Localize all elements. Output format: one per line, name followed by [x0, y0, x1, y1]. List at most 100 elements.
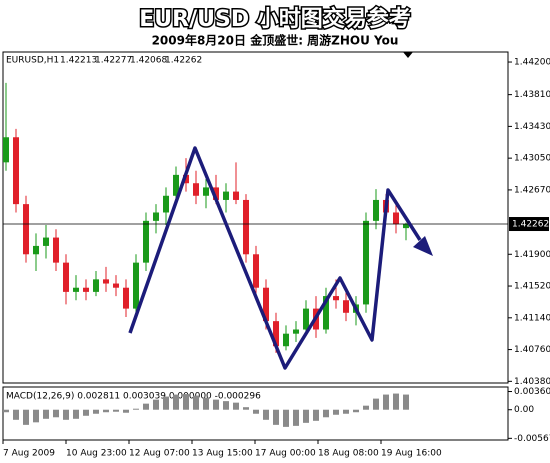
macd-bar — [223, 401, 229, 410]
macd-bar — [273, 409, 279, 425]
trend-annotation — [128, 146, 433, 370]
macd-bar — [363, 405, 369, 410]
macd-bar — [253, 409, 259, 414]
macd-y-tick-label: 0.00 — [514, 405, 534, 415]
y-tick-label: 1.43050 — [514, 154, 550, 164]
macd-bar — [353, 409, 359, 413]
candle-body — [233, 191, 239, 200]
candle-body — [93, 279, 99, 292]
plot: 1.44200 1.43810 1.43430 1.43050 1.42670 1.419… — [2, 58, 550, 459]
ohlc-high: 1.42277 — [95, 56, 132, 66]
arrow-head — [413, 236, 433, 256]
candle-body — [363, 220, 369, 305]
candle-body — [263, 287, 269, 322]
x-tick-label: 18 Aug 08:00 — [318, 449, 379, 459]
candle-body — [83, 287, 89, 292]
candle-body — [13, 137, 19, 205]
candle-body — [33, 245, 39, 255]
y-tick-label: 1.41520 — [514, 282, 550, 292]
macd-bar — [3, 409, 9, 413]
candle-body — [113, 283, 119, 288]
macd-bar — [293, 409, 299, 426]
candle-body — [373, 199, 379, 221]
macd-bar — [373, 398, 379, 410]
macd-bar — [143, 403, 149, 410]
macd-bar — [53, 409, 59, 418]
candle-body — [183, 174, 189, 184]
candle-body — [23, 204, 29, 255]
macd-bar — [23, 409, 29, 425]
macd-bar — [303, 409, 309, 423]
shift-marker — [403, 52, 413, 58]
x-tick-label: 19 Aug 16:00 — [381, 449, 442, 459]
y-tick-label: 1.43430 — [514, 122, 550, 132]
macd-bar — [63, 409, 69, 420]
macd-bar — [133, 408, 139, 410]
candle-body — [333, 296, 339, 301]
macd-bar — [33, 409, 39, 423]
macd-bar — [183, 394, 189, 410]
macd-bar — [173, 394, 179, 410]
macd-bar — [213, 399, 219, 410]
y-tick-label: 1.41900 — [514, 250, 550, 260]
candle-body — [203, 187, 209, 196]
price-panel — [2, 51, 509, 384]
candle-body — [303, 308, 309, 330]
candle-body — [53, 237, 59, 263]
candle-body — [133, 262, 139, 309]
y-tick-label: 1.41140 — [514, 313, 550, 323]
y-tick-label: 1.44200 — [514, 58, 550, 68]
ohlc-open: 1.42213 — [60, 56, 97, 66]
candle-body — [283, 333, 289, 347]
macd-label: MACD(12,26,9) 0.002811 0.003039 0.000000… — [6, 392, 261, 402]
y-tick-label: 1.40380 — [514, 377, 550, 387]
candle-body — [393, 212, 399, 225]
candle-body — [153, 212, 159, 221]
macd-bar — [93, 409, 99, 414]
macd-bar — [323, 409, 329, 418]
zigzag — [128, 146, 422, 370]
macd-bar — [393, 393, 399, 410]
last-price-box — [509, 217, 549, 232]
ohlc-close: 1.42262 — [165, 56, 202, 66]
candle-body — [323, 296, 329, 330]
macd-bar — [83, 409, 89, 416]
candle-body — [293, 329, 299, 334]
macd-bar — [153, 399, 159, 410]
candle-body — [403, 224, 409, 229]
macd-bar — [103, 409, 109, 413]
macd-bar — [203, 397, 209, 410]
y-tick-label: 1.42670 — [514, 185, 550, 195]
candle-body — [103, 279, 109, 284]
x-tick-label: 7 Aug 2009 — [3, 449, 55, 459]
macd-bar — [283, 409, 289, 427]
y-tick-label: 1.40760 — [514, 345, 550, 355]
macd-bar — [403, 394, 409, 410]
last-price-label: 1.42262 — [512, 220, 549, 230]
macd-bar — [343, 409, 349, 414]
candle-body — [43, 237, 49, 246]
macd-bar — [193, 395, 199, 410]
x-tick-label: 17 Aug 00:00 — [255, 449, 316, 459]
macd-bar — [113, 409, 119, 412]
candle-body — [343, 300, 349, 313]
candle-body — [273, 321, 279, 347]
macd-bar — [243, 407, 249, 410]
macd-bar — [263, 409, 269, 420]
macd-bar — [123, 409, 129, 413]
macd-bar — [333, 409, 339, 415]
chart-title: EUR/USD 小时图交易参考 — [139, 6, 411, 32]
candle-body — [3, 137, 9, 163]
macd-bar — [13, 409, 19, 420]
macd-bar — [163, 396, 169, 410]
macd-y-tick-label: 0.003602 — [514, 387, 550, 397]
chart-subtitle: 2009年8月20日 金顶盛世: 周游ZHOU You — [152, 33, 399, 48]
candle-body — [143, 220, 149, 263]
candle-body — [73, 287, 79, 292]
candle-body — [243, 199, 249, 255]
macd-bar — [313, 409, 319, 421]
candle-body — [213, 187, 219, 200]
candle-body — [193, 183, 199, 196]
macd-y-tick-label: -0.00567 — [514, 434, 550, 444]
